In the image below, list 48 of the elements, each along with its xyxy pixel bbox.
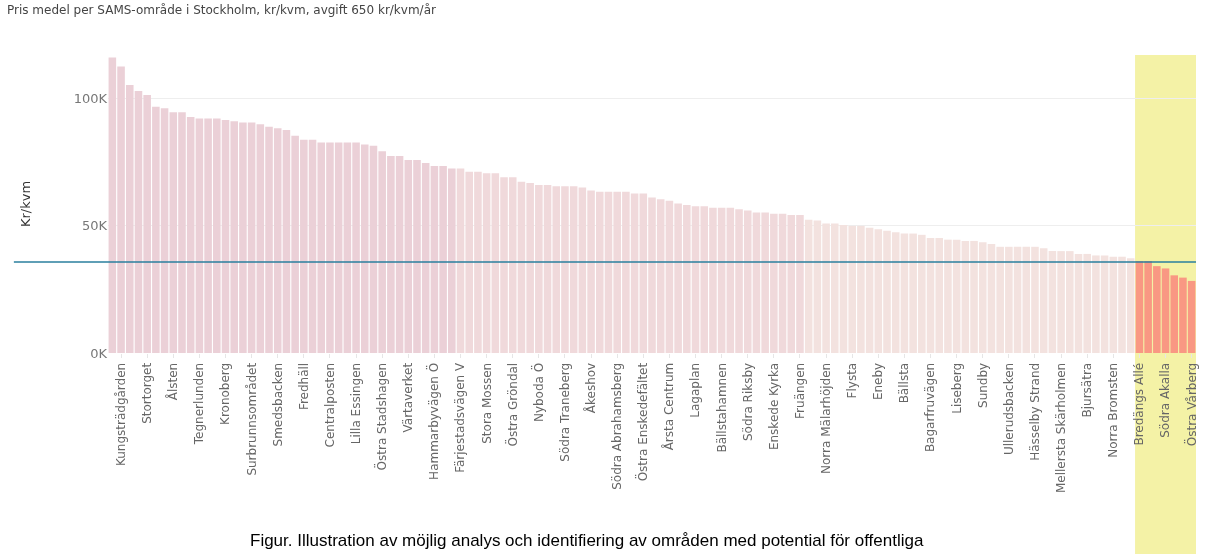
x-tick-label: Bredängs Allé (1132, 362, 1147, 446)
chart-title: Pris medel per SAMS-område i Stockholm, kr/kvm, avgift 650 kr/kvm/år (7, 3, 437, 17)
text: Figur. Illustration av möjlig analys och identifiering av områden med potential för offentliga (250, 531, 924, 550)
y-axis-title: Kr/kvm (17, 180, 33, 228)
x-tick-label: Nyboda Ö (529, 362, 546, 423)
x-tick-label: Södra Traneberg (557, 362, 572, 462)
x-tick-label: Bällsta (897, 362, 912, 404)
x-tick-label: Liseberg (949, 362, 964, 414)
y-tick-label: 100K (73, 90, 108, 106)
x-tick-label: Östra Gröndal (503, 362, 520, 447)
x-tick-label: Ullerudsbacken (1001, 362, 1016, 456)
x-tick-label: Centralposten (322, 362, 337, 448)
x-tick-label: Färjestadsvägen V (453, 362, 468, 473)
x-tick-label: Södra Riksby (740, 362, 755, 442)
x-tick-label: Hässelby Strand (1027, 362, 1042, 461)
x-tick-label: Lilla Essingen (348, 362, 363, 445)
x-tick-label: Östra Enskedefältet (634, 362, 651, 482)
x-tick-label: Norra Mälarhöjden (818, 362, 833, 474)
x-tick-label: Bällstahamnen (714, 362, 729, 453)
x-tick-label: Stora Mossen (479, 362, 494, 444)
x-tick-label: Fruängen (792, 362, 807, 419)
x-tick-label: Fredhäll (296, 362, 311, 411)
x-tick-label: Kronoberg (218, 362, 233, 425)
y-tick-label: 0K (90, 345, 108, 361)
x-tick-label: Åkeshov (582, 362, 598, 414)
x-tick-label: Mellersta Skärholmen (1053, 362, 1068, 494)
x-tick-label: Norra Bromsten (1106, 362, 1121, 458)
x-tick-label: Eneby (871, 362, 886, 401)
x-tick-label: Surbrunnsområdet (244, 362, 259, 476)
x-tick-label: Östra Vårberg (1182, 362, 1199, 447)
x-tick-label: Bagarfruvägen (923, 362, 938, 453)
x-tick-label: Södra Abrahamsberg (610, 362, 625, 490)
x-tick-label: Östra Stadshagen (373, 362, 390, 471)
x-tick-label: Sundby (975, 362, 990, 408)
x-tick-label: Tegnerlunden (192, 362, 207, 446)
x-tick-label: Hammarbyvägen Ö (425, 362, 442, 480)
x-tick-label: Smedsbacken (270, 362, 285, 447)
x-tick-label: Värtaverket (401, 362, 416, 433)
x-tick-label: Kungsträdgården (113, 362, 128, 467)
x-tick-label: Lagaplan (688, 362, 703, 418)
y-tick-label: 50K (81, 218, 108, 234)
x-tick-label: Bjursätra (1080, 362, 1095, 418)
x-tick-label: Stortorget (140, 362, 155, 424)
x-tick-label: Enskede Kyrka (766, 362, 781, 451)
x-tick-label: Södra Akalla (1158, 362, 1173, 438)
x-tick-label: Årsta Centrum (661, 362, 677, 451)
x-tick-label: Flysta (845, 362, 860, 399)
x-tick-label: Ålsten (165, 362, 181, 401)
